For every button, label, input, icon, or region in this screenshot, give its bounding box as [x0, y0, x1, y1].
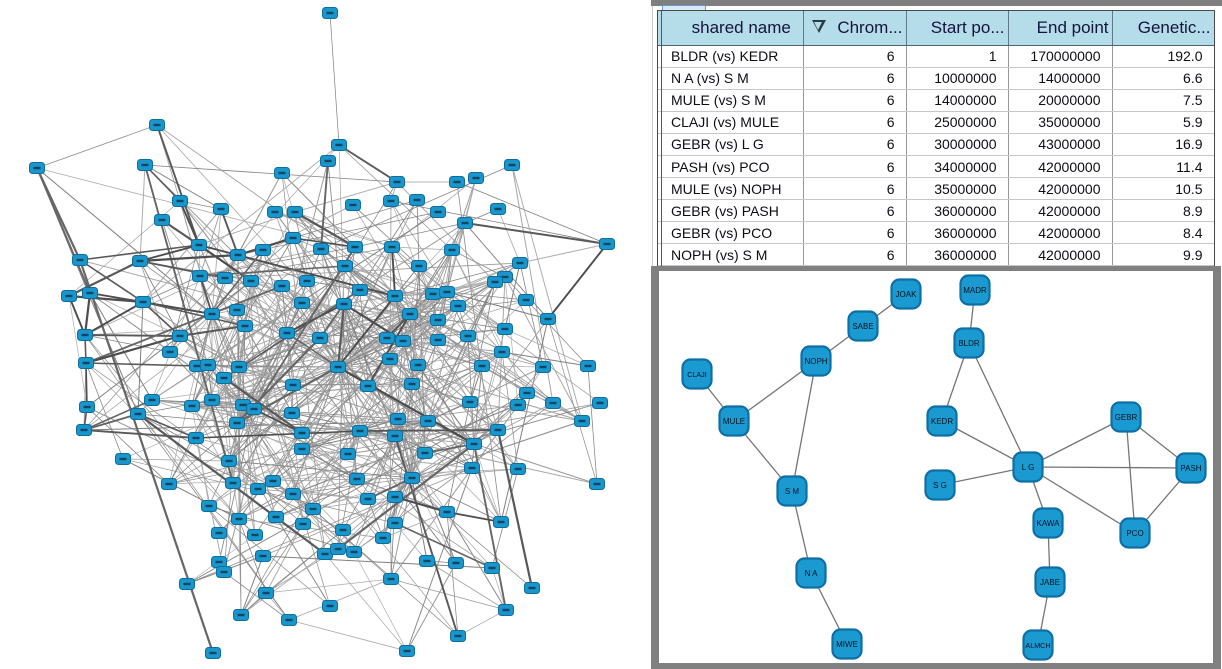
svg-text:ALMCH: ALMCH: [1025, 641, 1050, 650]
svg-text:NOPH: NOPH: [804, 357, 827, 366]
svg-text:L G: L G: [1022, 463, 1035, 472]
svg-text:PASH: PASH: [1180, 464, 1201, 473]
svg-text:SABE: SABE: [852, 322, 873, 331]
svg-text:S G: S G: [933, 481, 947, 490]
svg-text:JOAK: JOAK: [896, 290, 918, 299]
svg-text:GEBR: GEBR: [1115, 413, 1138, 422]
svg-text:KAWA: KAWA: [1037, 519, 1061, 528]
svg-text:BLDR: BLDR: [958, 339, 980, 348]
svg-text:JABE: JABE: [1040, 578, 1060, 587]
svg-text:CLAJI: CLAJI: [687, 370, 707, 379]
svg-text:PCO: PCO: [1126, 529, 1143, 538]
svg-text:MADR: MADR: [963, 286, 987, 295]
svg-text:MIWE: MIWE: [836, 640, 858, 649]
svg-text:MULE: MULE: [723, 417, 745, 426]
svg-text:KEDR: KEDR: [931, 417, 953, 426]
svg-text:N A: N A: [805, 569, 819, 578]
svg-text:S M: S M: [785, 487, 800, 496]
